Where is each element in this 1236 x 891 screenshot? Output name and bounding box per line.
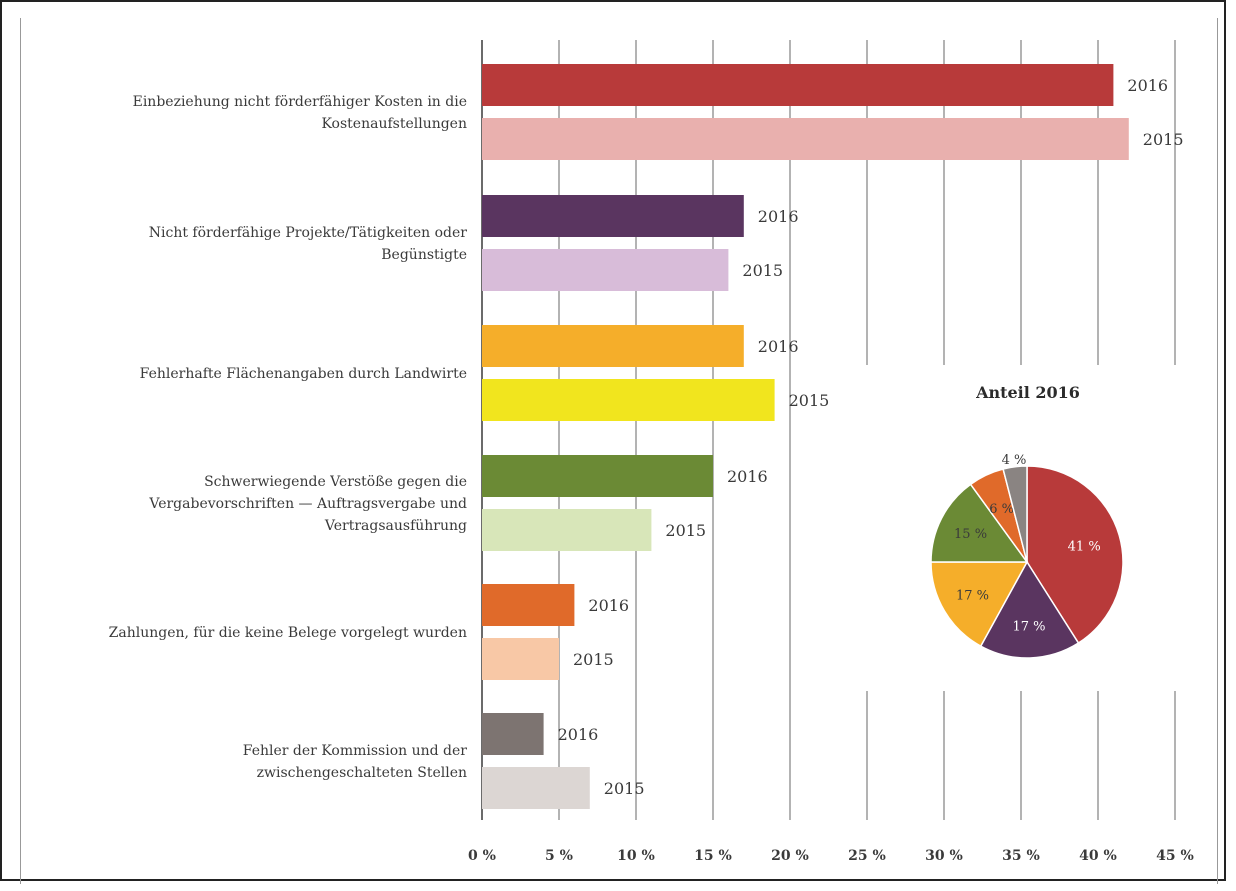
category-label: Vertragsausführung [324,518,467,534]
pie-slice-label: 41 % [1068,539,1101,554]
bar-2016 [482,455,713,497]
x-tick-label: 5 % [545,848,573,864]
x-tick-label: 25 % [848,848,886,864]
category-label: zwischengeschalteten Stellen [257,765,467,781]
category-label: Begünstigte [381,247,467,263]
category-label: Fehler der Kommission und der [243,743,468,759]
category-label: Fehlerhafte Flächenangaben durch Landwir… [140,366,467,382]
pie-title: Anteil 2016 [975,383,1080,402]
x-tick-label: 10 % [617,848,655,864]
category-label: Zahlungen, für die keine Belege vorgeleg… [109,625,467,641]
pie-chart: 41 % 17 % 17 % 15 %6 % 4 % [930,453,1124,659]
bar-2015 [482,638,559,680]
x-tick-label: 0 % [468,848,496,864]
x-tick-label: 45 % [1156,848,1194,864]
pie-slice [1002,465,1028,563]
category-label: Einbeziehung nicht förderfähiger Kosten … [133,94,467,110]
bar-year-label: 2015 [1143,130,1184,149]
chart-panel [20,18,1218,884]
bar-2015 [482,767,590,809]
pie-slice-label: 17 % [1012,619,1045,634]
x-tick-label: 20 % [771,848,809,864]
bar-2016 [482,713,544,755]
x-tick-label: 35 % [1002,848,1040,864]
bar-2016 [482,195,744,237]
bar-year-label: 2015 [665,521,706,540]
pie-slice-label: 4 % [1002,453,1027,468]
bar-2016 [482,64,1114,106]
bar-year-label: 2016 [1127,76,1168,95]
pie-slice [930,561,1029,648]
pie-slice-label: 6 % [989,502,1014,517]
pie-slice-label: 15 % [954,527,987,542]
x-tick-label: 40 % [1079,848,1117,864]
pie-slice [979,560,1080,659]
bar-year-label: 2016 [727,467,768,486]
x-tick-label: 15 % [694,848,732,864]
category-label: Nicht förderfähige Projekte/Tätigkeiten … [149,225,468,241]
bar-2016 [482,584,575,626]
bar-2015 [482,379,775,421]
category-label: Kostenaufstellungen [321,116,467,132]
x-tick-label: 30 % [925,848,963,864]
bar-year-label: 2016 [758,207,799,226]
bar-year-label: 2015 [742,261,783,280]
bar-year-label: 2016 [558,725,599,744]
x-tick-labels: 0 % 5 % 10 % 15 % 20 % 25 % 30 % 35 % 40 % 45 % [468,848,1194,864]
bar-year-label: 2015 [789,391,830,410]
bar-year-label: 2015 [573,650,614,669]
category-label: Schwerwiegende Verstöße gegen die [204,474,467,490]
bar-2016 [482,325,744,367]
category-label: Vergabevorschriften — Auftragsvergabe un… [148,496,467,512]
bar-year-label: 2015 [604,779,645,798]
category-labels: Einbeziehung nicht förderfähiger Kosten … [109,94,468,781]
pie-slice-label: 17 % [956,588,989,603]
bar-2015 [482,509,652,551]
bar-2015 [482,118,1129,160]
bar-year-label: 2016 [758,337,799,356]
pie-slice [930,483,1029,563]
bar-year-label: 2016 [588,596,629,615]
bar-2015 [482,249,729,291]
bars: 2016 2015 2016 2015 2016 2015 2016 2015 2016 2015… [482,64,1184,809]
